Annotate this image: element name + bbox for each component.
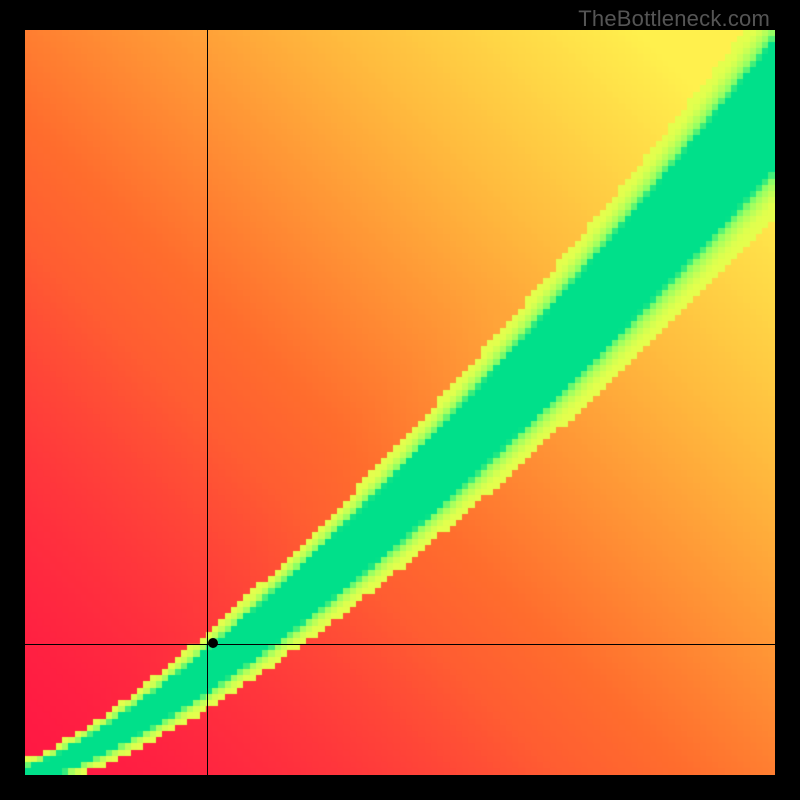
watermark-text: TheBottleneck.com xyxy=(578,6,770,32)
heatmap-plot xyxy=(25,30,775,775)
marker-dot xyxy=(208,638,218,648)
crosshair-vertical xyxy=(207,30,208,775)
crosshair-horizontal xyxy=(25,644,775,645)
chart-frame: TheBottleneck.com xyxy=(0,0,800,800)
heatmap-canvas xyxy=(25,30,775,775)
